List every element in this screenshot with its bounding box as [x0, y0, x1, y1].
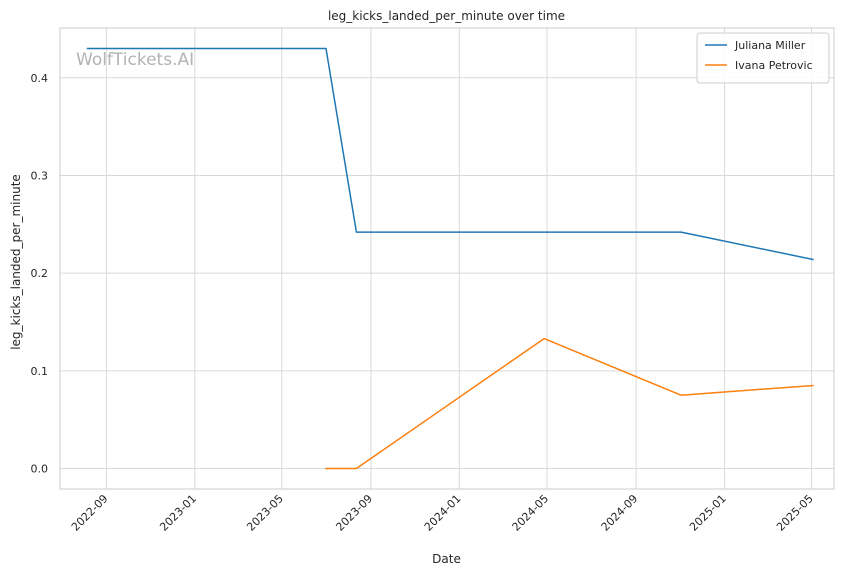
grid-lines [60, 28, 834, 489]
x-axis-ticks: 2022-09 2023-01 2023-05 2023-09 2024-01 2024-… [69, 492, 816, 534]
legend: Juliana Miller Ivana Petrovic [696, 32, 830, 84]
y-tick-label: 0.1 [31, 365, 49, 378]
x-tick-label: 2025-01 [687, 492, 729, 534]
y-axis-ticks: 0.0 0.1 0.2 0.3 0.4 [31, 72, 49, 476]
chart-title: leg_kicks_landed_per_minute over time [328, 9, 565, 23]
series-line-1 [325, 337, 814, 470]
y-tick-label: 0.0 [31, 462, 49, 475]
y-axis-label: leg_kicks_landed_per_minute [9, 174, 23, 350]
x-tick-label: 2023-09 [333, 492, 375, 534]
x-tick-label: 2024-05 [510, 492, 552, 534]
y-tick-label: 0.4 [31, 72, 49, 85]
x-axis-label: Date [432, 552, 461, 566]
x-tick-label: 2022-09 [69, 492, 111, 534]
y-tick-label: 0.2 [31, 267, 49, 280]
x-tick-label: 2024-01 [422, 492, 464, 534]
legend-label: Ivana Petrovic [735, 59, 813, 72]
plot-frame [59, 27, 835, 490]
x-tick-label: 2023-01 [157, 492, 199, 534]
x-tick-label: 2023-05 [244, 492, 286, 534]
legend-box [696, 32, 830, 84]
series-lines [86, 47, 814, 470]
x-tick-label: 2024-09 [599, 492, 641, 534]
legend-label: Juliana Miller [734, 39, 806, 52]
x-tick-label: 2025-05 [774, 492, 816, 534]
watermark-text: WolfTickets.AI [76, 50, 194, 70]
y-tick-label: 0.3 [31, 169, 49, 182]
series-line-0 [86, 47, 814, 261]
